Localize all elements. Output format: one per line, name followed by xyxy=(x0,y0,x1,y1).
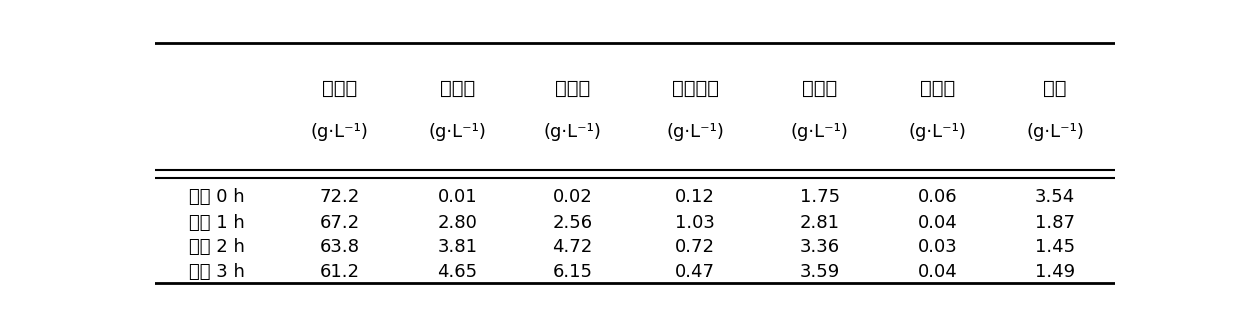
Text: (g·L⁻¹): (g·L⁻¹) xyxy=(908,124,966,142)
Text: 63.8: 63.8 xyxy=(320,239,359,256)
Text: (g·L⁻¹): (g·L⁻¹) xyxy=(667,124,724,142)
Text: (g·L⁻¹): (g·L⁻¹) xyxy=(790,124,849,142)
Text: 1.87: 1.87 xyxy=(1035,214,1075,232)
Text: 苹果酸: 苹果酸 xyxy=(555,78,590,98)
Text: 0.03: 0.03 xyxy=(918,239,958,256)
Text: 诱导 1 h: 诱导 1 h xyxy=(190,214,245,232)
Text: 1.75: 1.75 xyxy=(799,188,840,206)
Text: 72.2: 72.2 xyxy=(320,188,359,206)
Text: 1.45: 1.45 xyxy=(1035,239,1075,256)
Text: (g·L⁻¹): (g·L⁻¹) xyxy=(429,124,486,142)
Text: 0.06: 0.06 xyxy=(918,188,958,206)
Text: 富马酸: 富马酸 xyxy=(440,78,475,98)
Text: 0.72: 0.72 xyxy=(675,239,715,256)
Text: (g·L⁻¹): (g·L⁻¹) xyxy=(311,124,369,142)
Text: 3.81: 3.81 xyxy=(437,239,477,256)
Text: 丁二酸: 丁二酸 xyxy=(322,78,357,98)
Text: 0.04: 0.04 xyxy=(918,214,958,232)
Text: 乙酸: 乙酸 xyxy=(1043,78,1067,98)
Text: 61.2: 61.2 xyxy=(320,263,359,281)
Text: 1.03: 1.03 xyxy=(675,214,715,232)
Text: 诱导 3 h: 诱导 3 h xyxy=(190,263,245,281)
Text: 4.65: 4.65 xyxy=(437,263,477,281)
Text: 0.01: 0.01 xyxy=(437,188,477,206)
Text: 草酰乙酸: 草酰乙酸 xyxy=(672,78,719,98)
Text: 67.2: 67.2 xyxy=(320,214,359,232)
Text: 0.04: 0.04 xyxy=(918,263,958,281)
Text: 诱导 2 h: 诱导 2 h xyxy=(190,239,245,256)
Text: 2.81: 2.81 xyxy=(800,214,840,232)
Text: 2.56: 2.56 xyxy=(553,214,592,232)
Text: 柠檬酸: 柠檬酸 xyxy=(802,78,838,98)
Text: 4.72: 4.72 xyxy=(553,239,592,256)
Text: 3.59: 3.59 xyxy=(799,263,840,281)
Text: 3.36: 3.36 xyxy=(799,239,840,256)
Text: 诱导 0 h: 诱导 0 h xyxy=(190,188,245,206)
Text: 3.54: 3.54 xyxy=(1035,188,1075,206)
Text: (g·L⁻¹): (g·L⁻¹) xyxy=(544,124,601,142)
Text: 0.02: 0.02 xyxy=(553,188,592,206)
Text: 2.80: 2.80 xyxy=(437,214,477,232)
Text: 0.47: 0.47 xyxy=(675,263,715,281)
Text: 1.49: 1.49 xyxy=(1035,263,1075,281)
Text: 0.12: 0.12 xyxy=(675,188,715,206)
Text: 丙酮酸: 丙酮酸 xyxy=(919,78,955,98)
Text: (g·L⁻¹): (g·L⁻¹) xyxy=(1026,124,1084,142)
Text: 6.15: 6.15 xyxy=(553,263,592,281)
